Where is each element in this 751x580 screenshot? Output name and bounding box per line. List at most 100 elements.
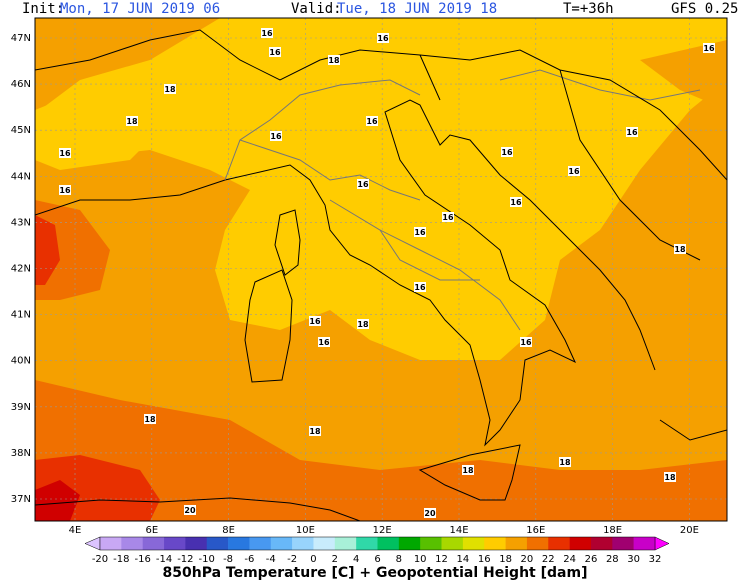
lat-label: 40N [11,356,31,367]
colorbar-label: 18 [499,554,512,565]
contour-label-box [309,426,321,436]
contour-label: 16 [626,128,638,137]
colorbar-label: 30 [627,554,640,565]
lat-label: 41N [11,310,31,321]
region-borders [224,69,701,331]
lon-label: 16E [526,525,545,536]
contour-label: 16 [568,167,580,176]
graticule [35,18,727,521]
colorbar-swatch [526,537,549,550]
contour-label-box [442,212,454,222]
africa-coast [35,497,361,521]
colorbar-label: 26 [585,554,598,565]
colorbar-label: -14 [156,554,172,565]
colorbar-label: 6 [374,554,380,565]
contour-label: 18 [559,458,571,467]
contour-label-box [357,319,369,329]
lon-label: 10E [296,525,315,536]
lon-label: 8E [222,525,235,536]
warm-band-24-26 [35,480,80,521]
contour-label: 18 [126,117,138,126]
contour-label-box [309,316,321,326]
contour-label-box [269,47,281,57]
colorbar-swatch [398,537,421,550]
contour-label-box [703,43,715,53]
colorbar-swatch [121,537,143,550]
colorbar-label: 22 [542,554,555,565]
init-time: Mon, 17 JUN 2019 06 [60,1,220,17]
colorbar-label: 32 [649,554,662,565]
contour-label-box [270,131,282,141]
warm-band-20-22 [35,380,727,521]
contour-label-box [59,185,71,195]
contour-label: 16 [59,186,71,195]
init-label: Init: [22,1,64,17]
sardinia-coast [244,269,293,383]
colorbar-label: 12 [435,554,448,565]
lat-label: 44N [11,171,31,182]
country-borders [35,29,727,261]
contour-label-box [510,197,522,207]
lon-label: 12E [373,525,392,536]
lon-label: 14E [449,525,468,536]
contour-label: 16 [520,338,532,347]
lat-label: 37N [11,494,31,505]
contour-label-box [626,127,638,137]
contour-label: 18 [328,56,340,65]
colorbar-swatch [420,537,442,550]
contour-label-box [559,457,571,467]
lat-label: 43N [11,217,31,228]
contour-label: 16 [261,29,273,38]
contour-label-box [674,244,686,254]
lat-label: 39N [11,402,31,413]
colorbar-label: -6 [244,554,254,565]
colorbar-label: 20 [521,554,534,565]
colorbar-frame [99,536,656,551]
sicily-coast [418,444,521,501]
contour-label: 16 [269,48,281,57]
colorbar-label: 8 [396,554,402,565]
map-field: 16 16 16 16 18 18 18 16 16 16 16 16 16 16 16 16 16 16 18 16… [35,18,727,521]
contour-label: 18 [144,415,156,424]
contour-label-box [184,505,196,515]
colorbar-swatch [292,537,314,550]
contour-label-box [520,337,532,347]
valid-time: Tue, 18 JUN 2019 18 [337,1,497,17]
contour-label: 16 [59,149,71,158]
colorbar-label: -20 [92,554,108,565]
greece-coast [659,419,727,441]
contour-label: 16 [366,117,378,126]
colorbar: -20 -18 -16 -14 -12 -10 -8 -6 -4 -2 0 2 4 6 8 10 12 14 16 1… [84,536,670,565]
colorbar-swatch [228,537,250,550]
colorbar-label: 2 [332,554,338,565]
colorbar-swatch [313,537,336,550]
colorbar-label: -10 [199,554,215,565]
colorbar-swatch [548,537,570,550]
map-frame [34,17,728,522]
colorbar-swatch [356,537,378,550]
contour-label: 20 [424,509,436,518]
contour-label: 18 [462,466,474,475]
contour-label-box [664,472,676,482]
contour-label: 16 [510,198,522,207]
footer-title: 850hPa Temperature [C] + Geopotential He… [163,565,588,580]
colorbar-swatch [590,537,613,550]
contour-label: 16 [414,228,426,237]
colorbar-swatch [249,537,272,550]
model-name: GFS 0.25 [671,1,738,17]
lon-label: 6E [145,525,158,536]
contour-label: 16 [309,317,321,326]
colorbar-over [654,536,670,551]
colorbar-label: 14 [457,554,470,565]
colorbar-label: -18 [113,554,129,565]
lat-label: 38N [11,448,31,459]
warm-band-16-18 [40,18,727,360]
contour-label-box [357,179,369,189]
coastline [35,99,656,447]
warm-band-18-20 [640,40,727,110]
lon-label: 20E [680,525,699,536]
contour-label-box [462,465,474,475]
contour-label-box [414,227,426,237]
lat-label: 45N [11,125,31,136]
